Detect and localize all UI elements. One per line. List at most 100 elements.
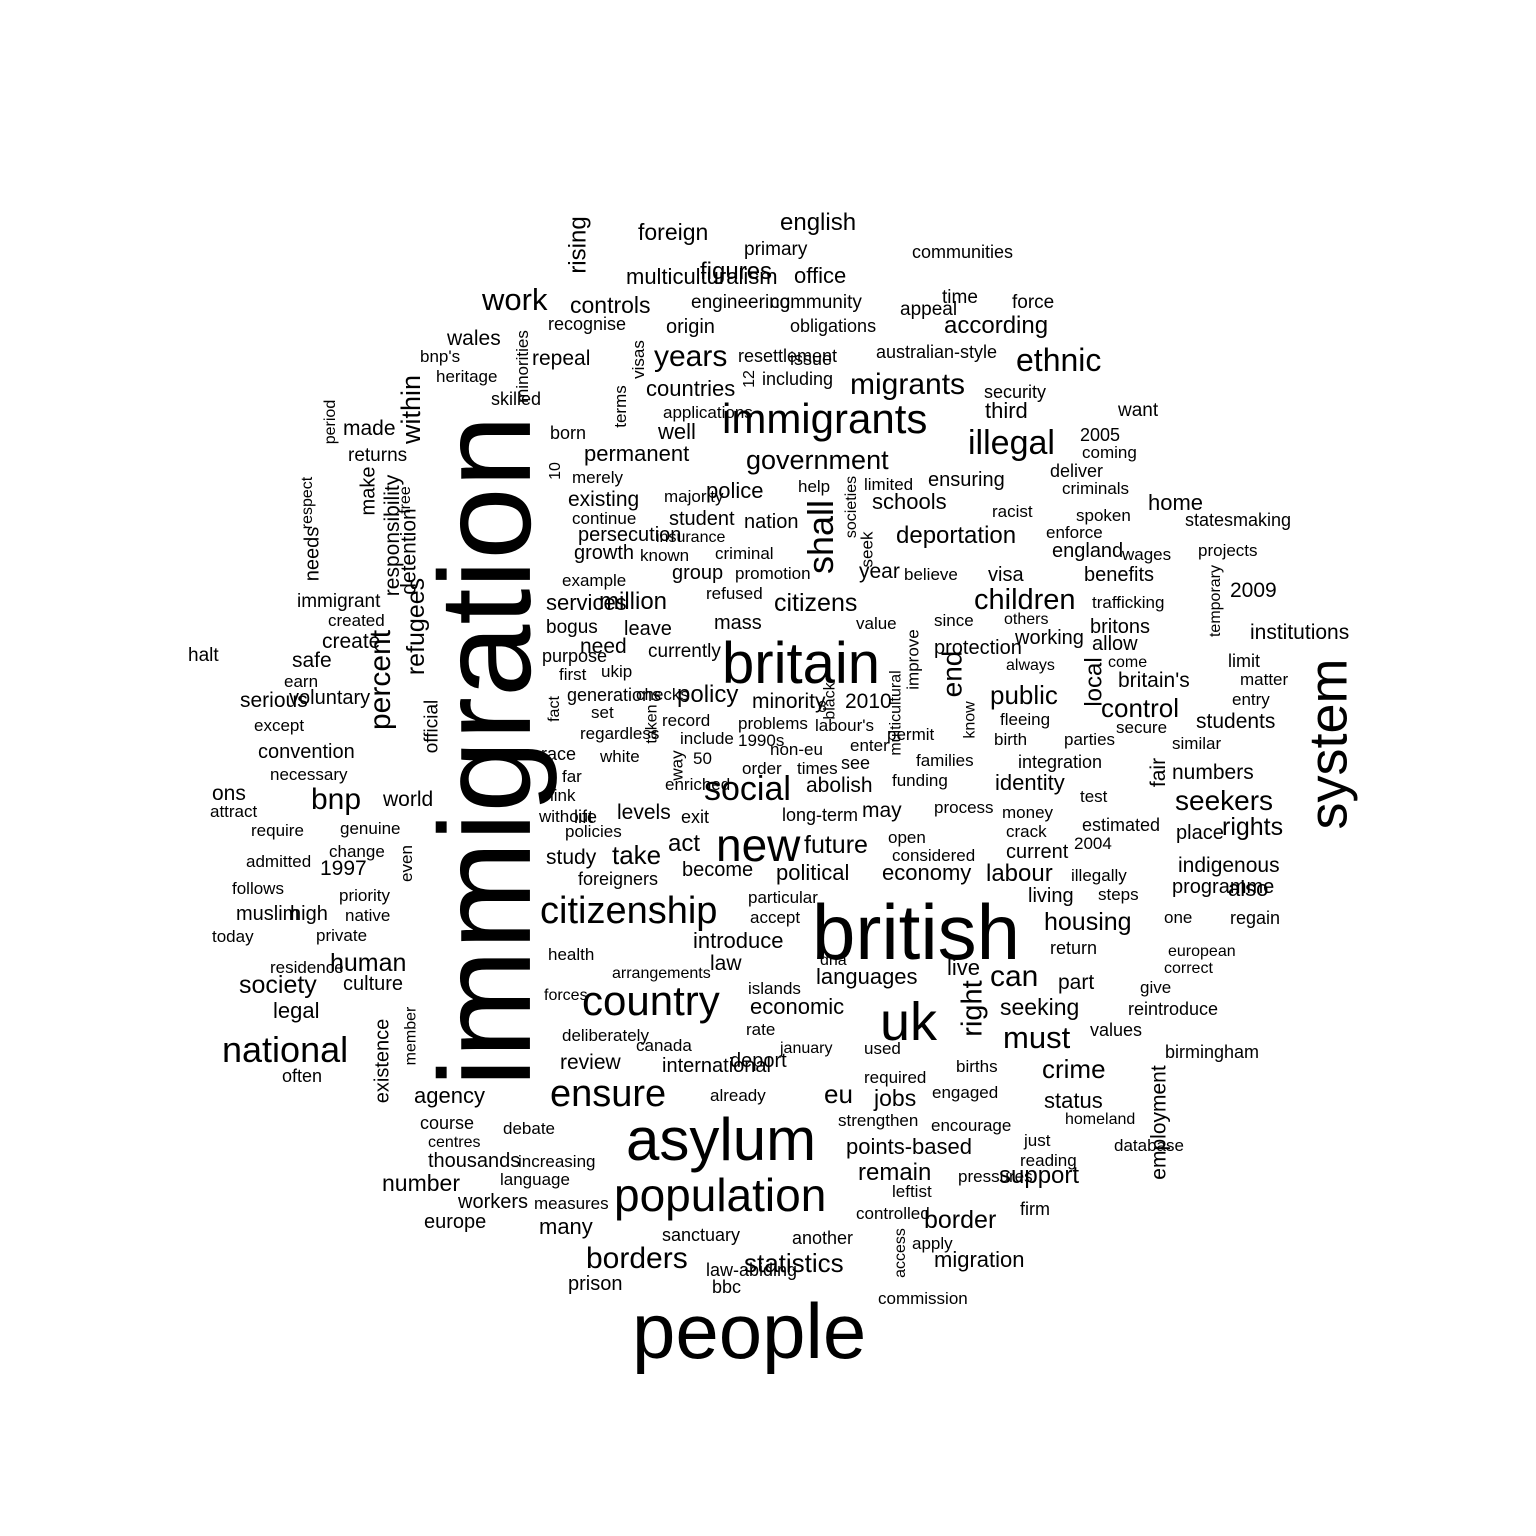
word-force: force — [1012, 292, 1055, 313]
word-engineering: engineering — [691, 292, 791, 313]
word-british: british — [812, 888, 1021, 976]
word-estimated: estimated — [1082, 815, 1161, 835]
word-abolish: abolish — [806, 774, 873, 797]
word-public: public — [990, 680, 1058, 710]
word-protection: protection — [934, 637, 1022, 659]
word-know: know — [961, 700, 979, 739]
word-test: test — [1080, 787, 1108, 806]
word-living: living — [1028, 885, 1074, 907]
word-work: work — [482, 282, 548, 317]
word-years: years — [654, 340, 728, 373]
word-europe: europe — [424, 1211, 487, 1233]
word-voluntary: voluntary — [289, 687, 371, 709]
word-currently: currently — [648, 641, 721, 662]
word-integration: integration — [1018, 752, 1103, 772]
word-bnp: bnp — [311, 783, 362, 816]
word-primary: primary — [744, 239, 808, 260]
word-forces: forces — [544, 987, 588, 1004]
word-visas: visas — [628, 340, 648, 379]
word-labour: labour — [986, 860, 1053, 887]
word-policies: policies — [565, 822, 622, 841]
word-long-term: long-term — [782, 805, 859, 825]
word-act: act — [668, 830, 701, 857]
word-policy: policy — [677, 681, 739, 708]
word-multicultural: multicultural — [887, 669, 905, 756]
word-2004: 2004 — [1074, 834, 1112, 853]
word-migration: migration — [934, 1247, 1025, 1272]
word-ethnic: ethnic — [1016, 342, 1102, 378]
word-regain: regain — [1230, 908, 1281, 928]
word-halt: halt — [188, 645, 219, 666]
word-genuine: genuine — [340, 819, 401, 838]
word-engaged: engaged — [932, 1083, 999, 1102]
word-population: population — [614, 1169, 827, 1221]
word-existence: existence — [370, 1018, 393, 1103]
word-enriched: enriched — [665, 775, 731, 794]
word-include: include — [680, 729, 734, 748]
word-rights: rights — [1222, 813, 1284, 841]
word-first: first — [559, 665, 587, 684]
word-strengthen: strengthen — [838, 1111, 919, 1130]
word-growth: growth — [574, 542, 635, 564]
word-checks: checks — [636, 685, 689, 704]
word-people: people — [632, 1287, 867, 1375]
word-illegally: illegally — [1071, 866, 1127, 885]
word-convention: convention — [258, 741, 355, 763]
word-pressures: pressures — [958, 1167, 1033, 1186]
word-correct: correct — [1164, 960, 1213, 977]
word-wages: wages — [1122, 545, 1172, 564]
word-seekers: seekers — [1175, 785, 1274, 816]
word-entry: entry — [1232, 690, 1270, 709]
word-matter: matter — [1240, 670, 1289, 689]
word-take: take — [612, 840, 662, 870]
word-funding: funding — [892, 771, 948, 790]
word-debate: debate — [503, 1119, 555, 1138]
word-times: times — [797, 759, 838, 778]
word-rate: rate — [746, 1020, 776, 1039]
word-communities: communities — [912, 242, 1014, 262]
word-birth: birth — [994, 730, 1028, 749]
word-migrants: migrants — [850, 368, 966, 401]
word-arrangements: arrangements — [612, 965, 711, 982]
word-parties: parties — [1064, 730, 1116, 749]
word-english: english — [780, 209, 857, 236]
word-racist: racist — [992, 502, 1033, 521]
word-others: others — [1004, 611, 1049, 628]
word-islands: islands — [748, 979, 801, 998]
word-skilled: skilled — [491, 389, 542, 409]
word-birmingham: birmingham — [1165, 1042, 1260, 1062]
word-bnp-s: bnp's — [420, 347, 461, 366]
word-necessary: necessary — [270, 765, 348, 784]
word-britons: britons — [1090, 616, 1151, 638]
word-10: 10 — [546, 462, 564, 480]
word-2005: 2005 — [1080, 425, 1121, 445]
word-home: home — [1148, 490, 1204, 515]
word-majority: majority — [664, 487, 724, 506]
word-database: database — [1114, 1136, 1184, 1155]
word-firm: firm — [1020, 1199, 1050, 1219]
word-generations: generations — [567, 685, 662, 705]
word-can: can — [990, 960, 1039, 993]
word-rising: rising — [564, 215, 592, 274]
word-apply: apply — [912, 1234, 953, 1253]
word-12: 12 — [740, 370, 758, 388]
word-immigrant: immigrant — [297, 591, 381, 612]
word-even: even — [396, 845, 416, 882]
word-deport: deport — [730, 1050, 787, 1072]
word-change: change — [329, 842, 385, 861]
word-bogus: bogus — [546, 617, 598, 638]
word-seeking: seeking — [1000, 994, 1080, 1020]
word-review: review — [560, 1051, 621, 1074]
word-leave: leave — [624, 618, 672, 640]
word-require: require — [251, 821, 304, 840]
word-births: births — [956, 1057, 998, 1076]
word-working: working — [1015, 627, 1084, 649]
word-permanent: permanent — [584, 441, 690, 466]
word-society: society — [239, 971, 317, 999]
word-foreign: foreign — [638, 219, 709, 245]
word-dna: dna — [820, 952, 847, 969]
word-accept: accept — [750, 908, 801, 927]
word-enforce: enforce — [1046, 523, 1103, 542]
word-resettlement: resettlement — [738, 346, 838, 366]
